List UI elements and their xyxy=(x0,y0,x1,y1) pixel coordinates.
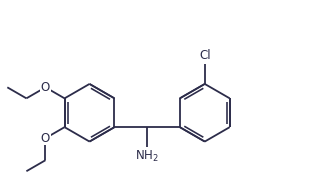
Text: O: O xyxy=(41,132,50,145)
Text: Cl: Cl xyxy=(199,49,211,62)
Text: O: O xyxy=(41,81,50,94)
Text: NH$_2$: NH$_2$ xyxy=(135,149,159,164)
